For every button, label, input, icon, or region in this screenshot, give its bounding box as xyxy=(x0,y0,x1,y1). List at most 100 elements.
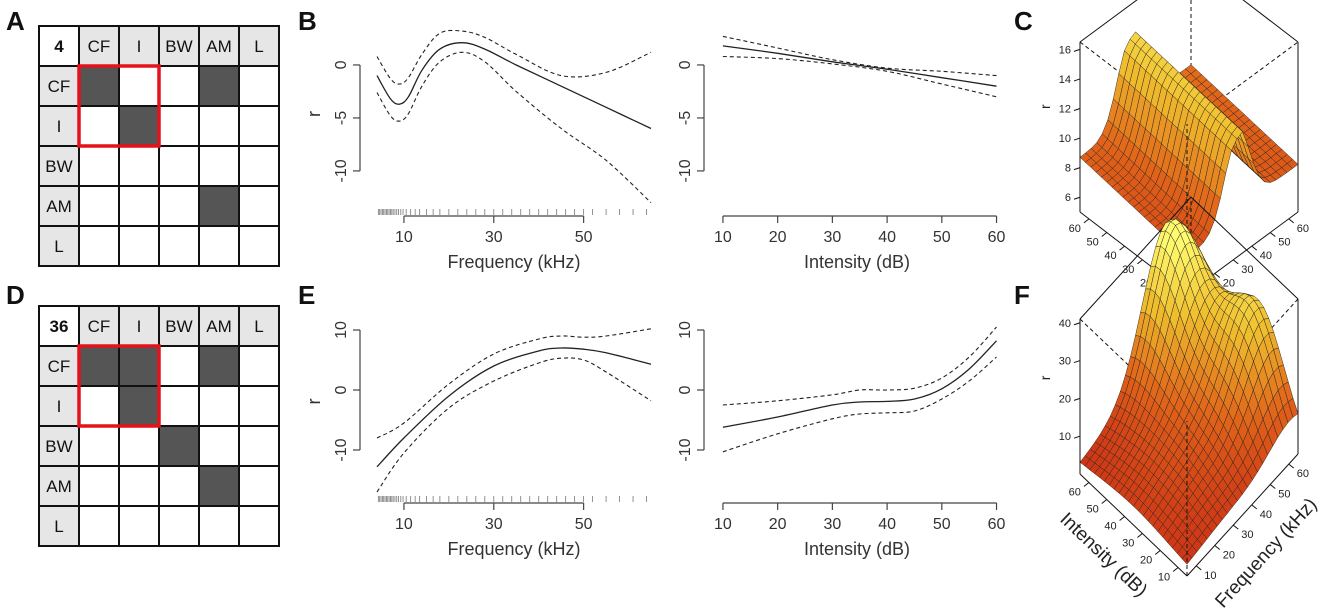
matrix-cell xyxy=(79,106,119,146)
x-axis-label: Frequency (kHz) xyxy=(447,252,580,272)
matrix-cell xyxy=(159,466,199,506)
matrix-corner-count: 36 xyxy=(50,317,69,336)
y-tick-label: -10 xyxy=(333,159,350,182)
right-axis-tick-label: 60 xyxy=(1297,223,1309,235)
y-tick-label: 10 xyxy=(677,321,694,339)
y-axis-label: r xyxy=(304,111,324,117)
right-axis-tick-mark xyxy=(1289,464,1294,468)
matrix-cell xyxy=(79,146,119,186)
right-axis-tick-mark xyxy=(1270,485,1275,489)
matrix-col-header: CF xyxy=(88,317,111,336)
correlation-matrix-4: 4 CF CF I I BW BW AM AM L L xyxy=(39,26,279,266)
z-axis-label: r xyxy=(1037,375,1053,380)
matrix-row-header: BW xyxy=(45,157,72,176)
y-tick-label: 0 xyxy=(677,385,694,394)
matrix-cell xyxy=(239,106,279,146)
y-tick-label: 0 xyxy=(677,60,694,69)
chart-e-frequency: 10 0 -10 10 30 50 Frequency (kHz) r xyxy=(304,321,651,559)
left-axis-tick-mark xyxy=(1102,500,1107,504)
matrix-cell xyxy=(239,226,279,266)
matrix-cell xyxy=(119,466,159,506)
matrix-col-header: L xyxy=(254,317,263,336)
matrix-cell xyxy=(159,506,199,546)
matrix-cell xyxy=(119,426,159,466)
matrix-cell xyxy=(119,226,159,266)
panel-label-b: B xyxy=(298,6,317,36)
matrix-cell xyxy=(159,66,199,106)
matrix-cell xyxy=(199,506,239,546)
chart-e-intensity: 100-1010 20 30 40 50 60Intensity (dB) xyxy=(677,321,1006,559)
x-tick-label: 30 xyxy=(485,229,503,246)
matrix-cell xyxy=(79,66,119,106)
matrix-cell xyxy=(119,186,159,226)
right-axis-tick-label: 30 xyxy=(1241,264,1253,276)
y-tick-label: -10 xyxy=(333,438,350,461)
x-axis-label: Frequency (kHz) xyxy=(447,539,580,559)
x-tick-label: 30 xyxy=(823,516,841,533)
matrix-row-header: BW xyxy=(45,437,72,456)
x-axis-label: Intensity (dB) xyxy=(804,539,910,559)
z-tick-mark xyxy=(1074,361,1080,363)
right-axis-tick-label: 20 xyxy=(1223,550,1235,562)
matrix-cell xyxy=(239,66,279,106)
right-axis-tick-mark xyxy=(1252,505,1257,509)
z-tick-label: 8 xyxy=(1065,163,1071,175)
panel-label-e: E xyxy=(298,280,315,310)
z-tick-mark xyxy=(1074,49,1080,51)
confidence-band-line xyxy=(723,357,997,452)
y-axis-label: r xyxy=(304,399,324,405)
z-tick-mark xyxy=(1074,79,1080,81)
matrix-row-header: CF xyxy=(48,357,71,376)
y-tick-label: -10 xyxy=(677,159,694,182)
matrix-col-header: CF xyxy=(88,37,111,56)
z-tick-label: 20 xyxy=(1059,393,1071,405)
panel-label-a: A xyxy=(6,6,25,36)
right-axis-tick-label: 30 xyxy=(1241,529,1253,541)
left-axis-tick-mark xyxy=(1155,551,1160,555)
x-tick-label: 10 xyxy=(714,516,732,533)
x-tick-label: 60 xyxy=(988,516,1006,533)
y-tick-label: -5 xyxy=(677,111,694,125)
z-tick-mark xyxy=(1074,398,1080,400)
matrix-cell xyxy=(199,106,239,146)
left-axis-tick-label: 30 xyxy=(1122,538,1134,550)
right-axis-tick-label: 40 xyxy=(1260,509,1272,521)
matrix-row-header: AM xyxy=(46,197,72,216)
right-axis-tick-label: 20 xyxy=(1223,278,1235,290)
surface-plot-f: 10203040r605040302010 102030405060Intensi… xyxy=(1037,197,1321,608)
matrix-cell xyxy=(79,426,119,466)
x-tick-label: 20 xyxy=(769,229,787,246)
left-axis-tick-mark xyxy=(1084,219,1089,223)
matrix-row-header: I xyxy=(57,117,62,136)
x-tick-label: 30 xyxy=(823,229,841,246)
matrix-cell xyxy=(79,186,119,226)
left-axis-tick-mark xyxy=(1120,517,1125,521)
matrix-row-header: L xyxy=(54,237,63,256)
x-tick-label: 50 xyxy=(575,516,593,533)
box-edge xyxy=(1191,0,1298,42)
z-tick-label: 16 xyxy=(1059,44,1071,56)
z-tick-mark xyxy=(1074,197,1080,199)
y-tick-label: 0 xyxy=(333,385,350,394)
left-axis-tick-label: 60 xyxy=(1069,487,1081,499)
matrix-cell xyxy=(79,346,119,386)
matrix-cell xyxy=(159,226,199,266)
matrix-col-header: BW xyxy=(165,317,192,336)
confidence-band-line xyxy=(377,329,651,438)
z-tick-mark xyxy=(1074,323,1080,325)
left-axis-label: Intensity (dB) xyxy=(1056,509,1152,601)
z-tick-label: 40 xyxy=(1059,318,1071,330)
matrix-cell xyxy=(199,186,239,226)
x-tick-label: 50 xyxy=(933,516,951,533)
panel-label-d: D xyxy=(6,280,25,310)
matrix-col-header: AM xyxy=(206,317,232,336)
x-tick-label: 10 xyxy=(395,516,413,533)
right-axis-tick-mark xyxy=(1215,274,1220,278)
matrix-cell xyxy=(239,506,279,546)
right-axis-tick-label: 40 xyxy=(1260,250,1272,262)
matrix-row-header: I xyxy=(57,397,62,416)
matrix-cell xyxy=(239,186,279,226)
matrix-row-header: L xyxy=(54,517,63,536)
panel-label-f: F xyxy=(1014,280,1030,310)
